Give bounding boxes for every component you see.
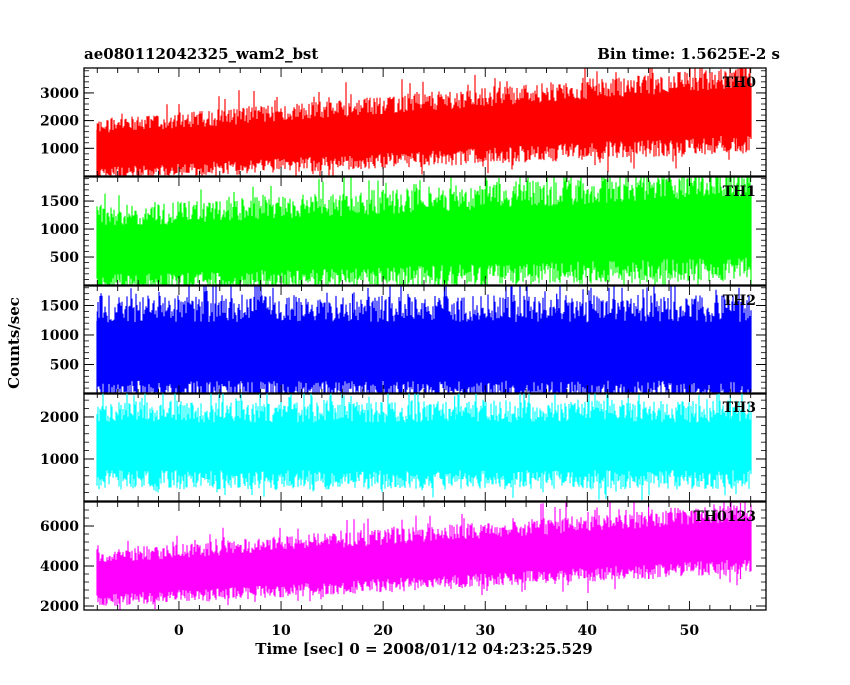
panel-label-th0123: TH0123 (693, 509, 756, 525)
panel-th1: 500 1000 1500 TH1 (40, 176, 767, 286)
x-tick-label: 10 (271, 623, 291, 639)
y-tick-label: 6000 (40, 519, 79, 535)
y-tick-label: 3000 (40, 86, 79, 102)
series-th0123 (96, 502, 752, 610)
y-tick-label: 1000 (40, 328, 79, 344)
y-tick-label: 4000 (40, 559, 79, 575)
y-tick-label: 2000 (40, 599, 79, 615)
y-tick-label: 2000 (40, 410, 79, 426)
y-tick-label: 500 (50, 250, 79, 266)
x-tick-label: 20 (373, 623, 393, 639)
panel-th0: 1000 2000 3000 TH0 (40, 67, 767, 177)
x-tick-label: 0 (174, 623, 184, 639)
x-axis-label: Time [sec] 0 = 2008/01/12 04:23:25.529 (255, 640, 592, 658)
panel-frame (83, 392, 767, 502)
y-axis-label: Counts/sec (5, 297, 23, 389)
panel-th3: 1000 2000 TH3 (40, 392, 767, 502)
x-tick-label: 50 (680, 623, 700, 639)
panels-group: 100020003000TH050010001500TH150010001500… (40, 67, 767, 639)
y-tick-label: 1000 (40, 452, 79, 468)
y-tick-label: 1500 (40, 194, 79, 210)
y-tick-label: 500 (50, 358, 79, 374)
y-tick-label: 1000 (40, 222, 79, 238)
series-th1 (96, 177, 752, 285)
panel-label-th2: TH2 (723, 293, 756, 309)
panel-frame (83, 501, 767, 611)
x-tick-label: 30 (475, 623, 495, 639)
series-th2 (96, 286, 752, 394)
bin-time-label: Bin time: 1.5625E-2 s (597, 45, 780, 63)
panel-th0123: 2000 4000 6000 TH0123 (40, 501, 767, 615)
panel-label-th0: TH0 (723, 75, 757, 91)
y-tick-label: 2000 (40, 114, 79, 130)
y-tick-label: 1500 (40, 299, 79, 315)
panel-th2: 500 1000 1500 TH2 (40, 285, 767, 395)
series-th0 (96, 68, 752, 176)
panel-label-th1: TH1 (723, 184, 756, 200)
x-tick-label: 40 (578, 623, 598, 639)
y-tick-label: 1000 (40, 141, 79, 157)
panel-frame (83, 176, 767, 286)
panel-label-th3: TH3 (723, 400, 756, 416)
panel-frame (83, 67, 767, 177)
series-th3 (96, 393, 752, 500)
panel-frame (83, 285, 767, 395)
chart-title: ae080112042325_wam2_bst (84, 45, 318, 63)
